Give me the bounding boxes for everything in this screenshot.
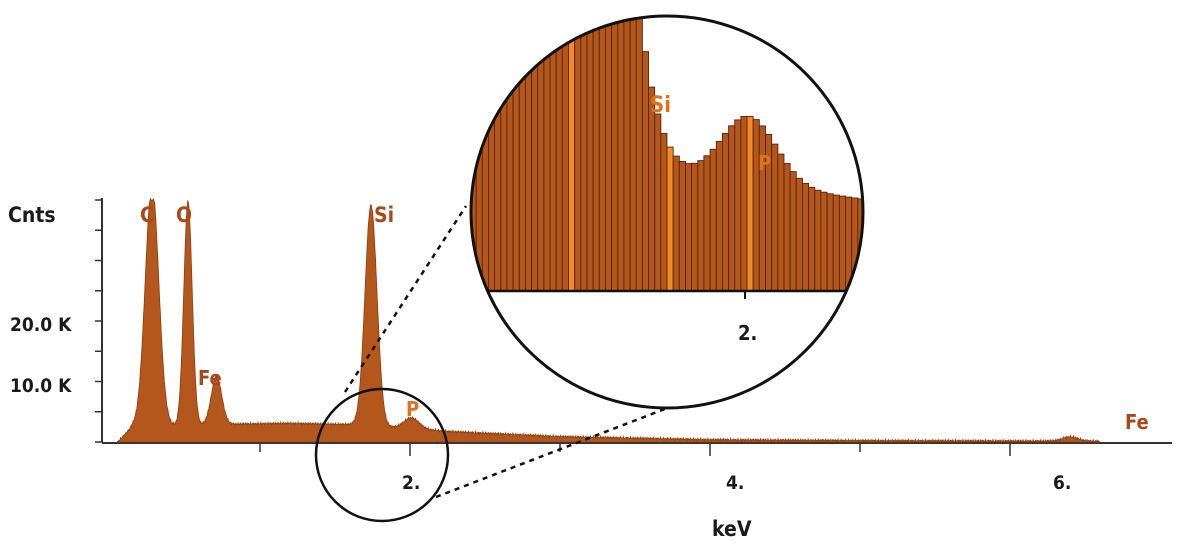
inset-bar	[561, 16, 569, 292]
inset-bar	[586, 16, 594, 292]
inset-bar	[801, 182, 810, 292]
inset-bar	[524, 16, 533, 292]
inset-bar	[832, 194, 840, 292]
inset-x-tick-label-2: 2.	[738, 321, 757, 345]
inset-bar	[789, 171, 797, 292]
inset-bar	[685, 163, 693, 292]
peak-label-fe-low: Fe	[198, 366, 222, 390]
inset-bar	[734, 119, 742, 292]
inset-border-circle	[469, 14, 865, 410]
y-tick-label-10k: 10.0 K	[10, 375, 72, 397]
inset-bar	[728, 125, 736, 292]
x-axis-ticks	[259, 443, 1011, 456]
inset-bar	[795, 177, 803, 292]
inset-bar	[654, 113, 662, 292]
y-tick-label-20k: 20.0 K	[10, 314, 72, 336]
y-axis-label: Cnts	[8, 203, 56, 227]
inset-bar	[617, 16, 625, 292]
x-tick-label-2: 2.	[402, 472, 420, 494]
inset-bar	[635, 16, 643, 292]
inset-bar	[814, 189, 822, 292]
zoom-connector-lower	[435, 405, 671, 499]
peak-label-fe-high: Fe	[1125, 410, 1149, 434]
inset-bar	[672, 155, 680, 292]
inset-bar	[820, 191, 828, 292]
inset-bar	[604, 16, 613, 292]
inset-peak-label-si: Si	[650, 93, 671, 118]
inset-bar	[808, 186, 816, 292]
zoom-region-circle	[314, 387, 450, 523]
inset-bar	[678, 160, 686, 292]
inset-spectrum-bars	[471, 16, 863, 292]
zoom-connector-upper	[343, 205, 468, 393]
x-tick-label-6: 6.	[1053, 472, 1071, 494]
inset-bar	[629, 16, 637, 292]
inset-magnified-view: Si P 2.	[469, 14, 865, 410]
inset-bar	[488, 78, 496, 292]
inset-bar	[715, 141, 723, 292]
inset-bar	[500, 16, 508, 292]
inset-bar	[580, 16, 588, 292]
inset-bar	[746, 115, 754, 292]
inset-bar	[574, 16, 582, 292]
inset-bar	[666, 146, 674, 292]
peak-label-o: O	[176, 203, 192, 227]
spectrum-area	[117, 197, 1101, 444]
inset-bar	[783, 163, 791, 292]
inset-bar	[721, 132, 730, 292]
inset-bar	[740, 116, 748, 292]
inset-bar	[506, 16, 514, 292]
y-axis-ticks	[95, 199, 102, 443]
inset-bar	[494, 48, 502, 292]
inset-bar	[752, 119, 760, 292]
inset-bar	[598, 16, 606, 292]
inset-bar	[703, 155, 711, 292]
inset-bar	[691, 162, 699, 292]
inset-peak-label-p: P	[758, 151, 771, 175]
peak-label-p: P	[406, 397, 419, 421]
inset-bar	[660, 133, 668, 292]
x-axis-label: keV	[712, 517, 752, 541]
inset-bar	[611, 16, 619, 292]
inset-bar	[555, 16, 563, 292]
inset-bar	[512, 16, 520, 292]
inset-bar	[709, 148, 717, 292]
inset-bar	[826, 193, 834, 292]
inset-bar	[623, 16, 631, 292]
inset-bar	[771, 143, 779, 292]
inset-bar	[543, 16, 551, 292]
inset-bar	[641, 51, 650, 292]
peak-label-si: Si	[374, 203, 394, 227]
inset-bar	[568, 16, 576, 292]
inset-bar	[537, 16, 545, 292]
x-tick-label-4: 4.	[726, 472, 744, 494]
inset-bar	[697, 160, 705, 292]
peak-label-c: C	[140, 203, 154, 227]
inset-bar	[518, 16, 526, 292]
inset-bar	[777, 153, 785, 292]
inset-bar	[531, 16, 539, 292]
inset-bar	[838, 195, 847, 292]
inset-bar	[592, 16, 600, 292]
